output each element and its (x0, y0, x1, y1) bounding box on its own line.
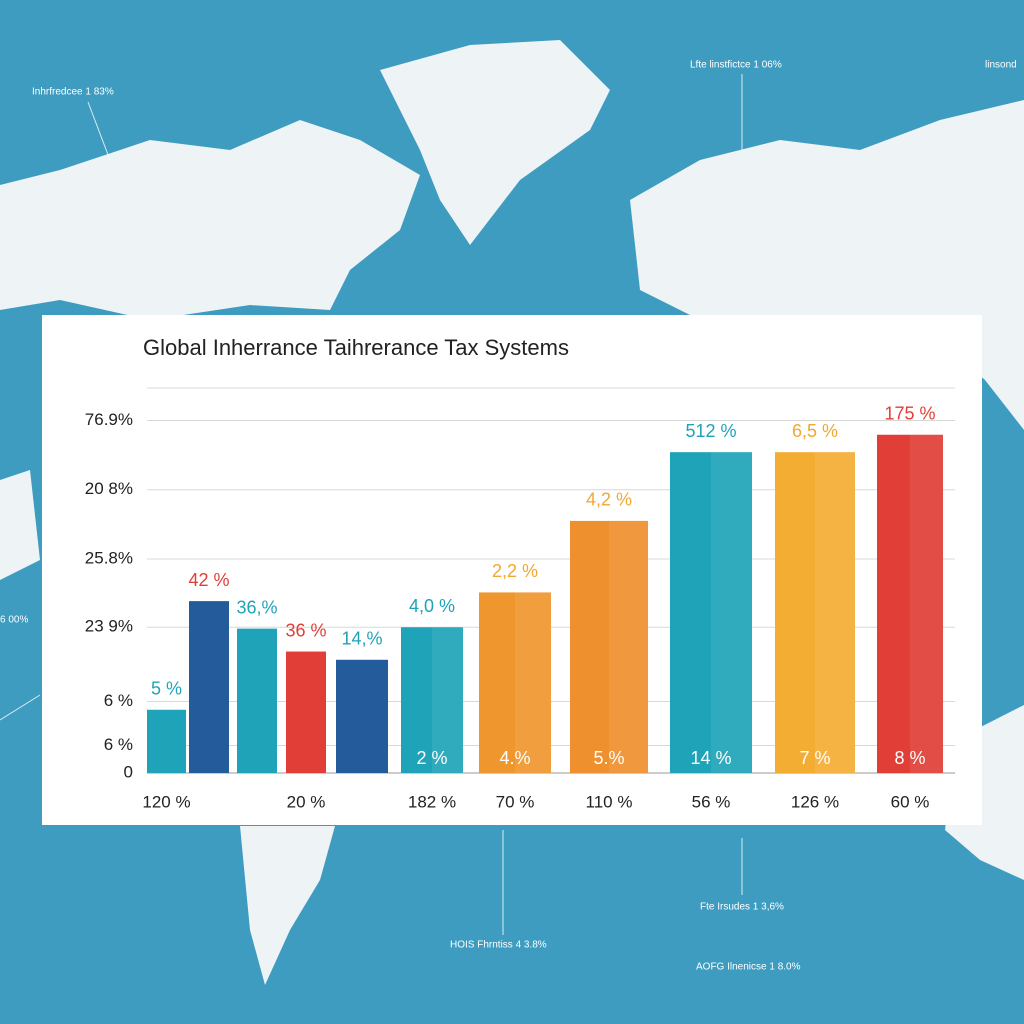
value-label: 14,% (341, 629, 382, 649)
greenland (380, 40, 610, 245)
inner-label: 7 % (799, 748, 830, 768)
value-label: 2,2 % (492, 561, 538, 581)
bar-highlight (910, 434, 943, 773)
bar (189, 601, 229, 773)
x-tick-label: 120 % (142, 792, 190, 811)
value-label: 4,0 % (409, 596, 455, 616)
inner-label: 2 % (416, 748, 447, 768)
value-label: 5 % (151, 679, 182, 699)
value-label: 42 % (188, 570, 229, 590)
islands (0, 470, 40, 580)
map-annotation: linsond (985, 60, 1017, 71)
x-tick-label: 60 % (891, 792, 930, 811)
bar (147, 709, 186, 773)
plot-area: 0 6 % 6 % 23 9% 25.8% 20 8% 76.9% 5 % 120 % 42 % 3… (85, 387, 955, 811)
y-tick-label: 76.9% (85, 410, 133, 429)
map-annotation: AOFG Ilnenicse 1 8.0% (696, 962, 801, 973)
bar-highlight (711, 452, 752, 773)
bar (336, 659, 388, 773)
chart-title: Global Inherrance Taihrerance Tax System… (143, 335, 569, 360)
x-tick-label: 56 % (692, 792, 731, 811)
y-tick-label: 6 % (104, 735, 133, 754)
x-tick-label: 182 % (408, 792, 456, 811)
x-tick-label: 70 % (496, 792, 535, 811)
value-label: 6,5 % (792, 421, 838, 441)
bar (670, 452, 752, 773)
y-tick-label: 6 % (104, 691, 133, 710)
value-label: 36 % (285, 620, 326, 640)
bar (286, 651, 326, 773)
leader-lines (0, 74, 743, 935)
map-annotation: Fte Irsudes 1 3,6% (700, 902, 784, 913)
bar (401, 627, 463, 773)
bar-highlight (515, 592, 551, 773)
map-annotation: HOIS Fhrntiss 4 3.8% (450, 940, 547, 951)
bar (877, 434, 943, 773)
north-america (0, 120, 420, 320)
bar (237, 628, 277, 773)
bar-highlight (815, 452, 855, 773)
x-tick-label: 110 % (586, 792, 633, 811)
x-tick-label: 126 % (791, 792, 839, 811)
y-tick-label: 25.8% (85, 548, 133, 567)
bar-highlight (432, 627, 463, 773)
value-label: 36,% (236, 597, 277, 617)
south-america (240, 826, 335, 985)
value-label: 512 % (685, 421, 736, 441)
leader-line (87, 101, 111, 161)
value-label: 4,2 % (586, 490, 632, 510)
bar-highlight (609, 520, 648, 773)
y-tick-label: 0 (124, 762, 133, 781)
continents (0, 40, 1024, 985)
y-tick-label: 20 8% (85, 479, 133, 498)
y-tick-label: 23 9% (85, 617, 133, 636)
eurasia (630, 100, 1024, 430)
map-annotation: 6 00% (0, 615, 28, 626)
map-annotation: Lfte linstfictce 1 06% (690, 60, 782, 71)
leader-line (0, 694, 41, 721)
inner-label: 8 % (894, 748, 925, 768)
x-tick-label: 20 % (287, 792, 326, 811)
bar (479, 592, 551, 773)
bar (775, 452, 855, 773)
inner-label: 14 % (690, 748, 731, 768)
value-label: 175 % (884, 404, 935, 424)
inner-label: 4.% (499, 748, 530, 768)
map-annotation: Inhrfredcee 1 83% (32, 87, 114, 98)
bar (570, 520, 648, 773)
inner-label: 5.% (593, 748, 624, 768)
